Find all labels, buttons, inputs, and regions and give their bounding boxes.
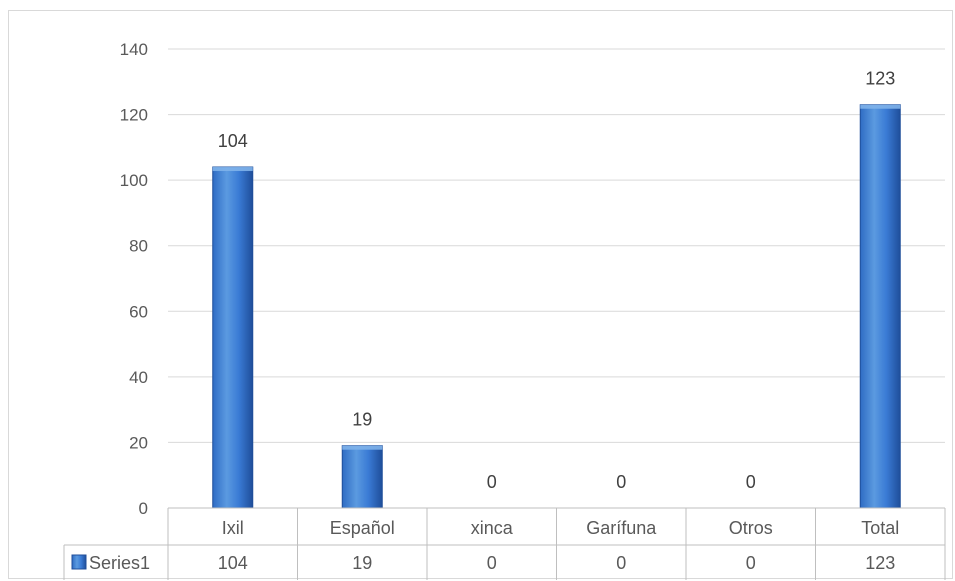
table-value: 0 (616, 553, 626, 573)
data-label: 0 (487, 472, 497, 492)
y-tick-label: 80 (129, 237, 148, 256)
data-label: 123 (865, 69, 895, 89)
y-tick-label: 0 (139, 499, 148, 518)
y-axis-ticks: 0 20 40 60 80 100 120 140 (120, 40, 148, 518)
y-tick-label: 120 (120, 106, 148, 125)
series-name: Series1 (89, 553, 150, 573)
table-value: 123 (865, 553, 895, 573)
table-value: 19 (352, 553, 372, 573)
gridlines (168, 48, 945, 443)
bar-cap (860, 104, 901, 109)
data-table: Ixil Español xinca Garífuna Otros Total Series… (63, 507, 946, 580)
y-tick-label: 40 (129, 368, 148, 387)
bar-español (341, 445, 383, 509)
bar (212, 166, 254, 509)
category-label: Total (861, 518, 899, 538)
data-labels: 104 19 0 0 0 123 (218, 69, 896, 492)
chart-frame (8, 10, 953, 579)
category-label: Español (330, 518, 395, 538)
category-label: xinca (471, 518, 514, 538)
bar-cap (342, 445, 383, 450)
legend-key (71, 554, 87, 570)
y-tick-label: 100 (120, 171, 148, 190)
bar-ixil (212, 166, 254, 509)
legend-swatch (71, 554, 87, 570)
y-tick-label: 20 (129, 433, 148, 452)
y-tick-label: 60 (129, 302, 148, 321)
data-label: 104 (218, 131, 248, 151)
bar (341, 445, 383, 509)
category-label: Garífuna (586, 518, 657, 538)
table-value: 104 (218, 553, 248, 573)
table-value: 0 (487, 553, 497, 573)
table-value: 0 (746, 553, 756, 573)
category-label: Ixil (222, 518, 244, 538)
category-label: Otros (729, 518, 773, 538)
data-label: 19 (352, 410, 372, 430)
bar (859, 104, 901, 509)
data-label: 0 (746, 472, 756, 492)
bar-total (859, 104, 901, 509)
data-label: 0 (616, 472, 626, 492)
y-tick-label: 140 (120, 40, 148, 59)
bars (212, 104, 901, 509)
bar-cap (212, 167, 253, 172)
